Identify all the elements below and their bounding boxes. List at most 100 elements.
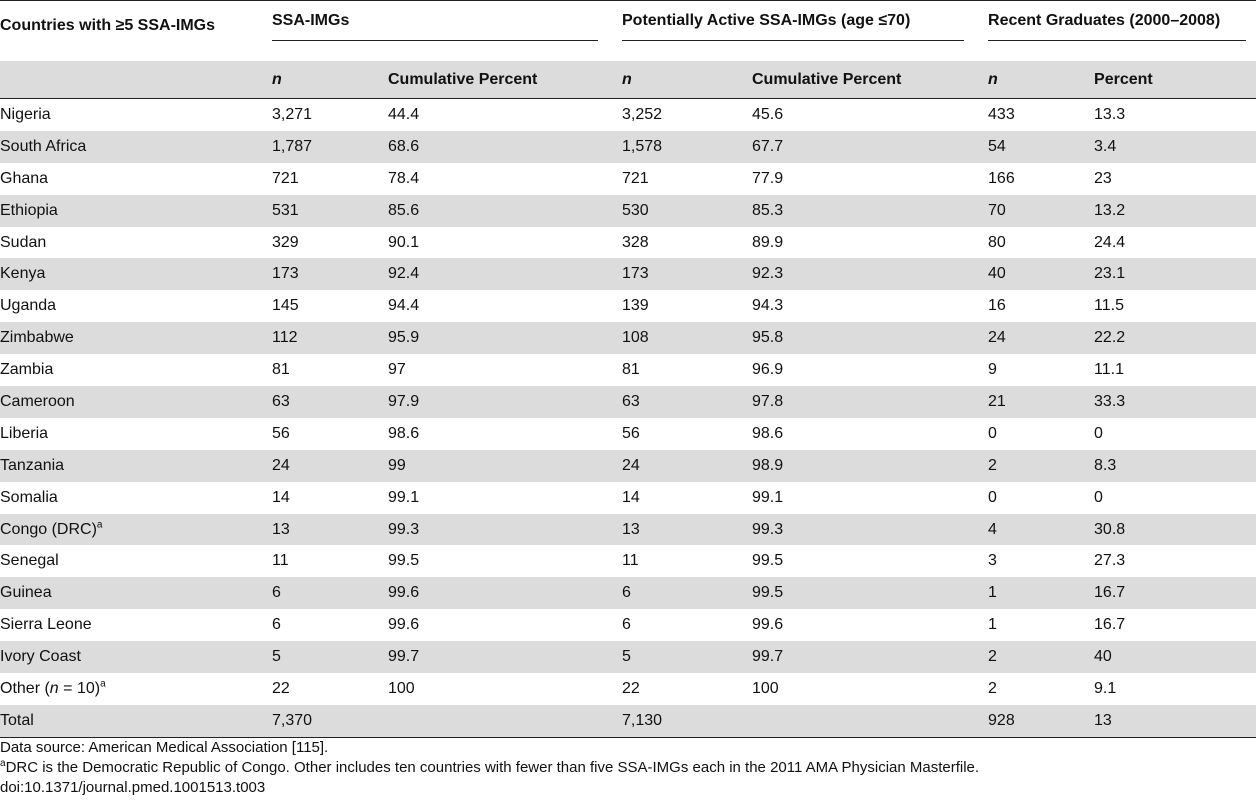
cell-total-n3: 928 xyxy=(978,704,1093,738)
cell-cum1: 99.6 xyxy=(386,577,612,610)
country-name: Ivory Coast xyxy=(0,648,81,666)
cell-cum2: 77.9 xyxy=(752,169,784,187)
subheader-n1: n xyxy=(262,61,386,99)
cell-cum2: 96.9 xyxy=(752,361,784,379)
cell-pct3: 16.7 xyxy=(1094,616,1126,634)
cell-cum1: 90.1 xyxy=(388,233,420,251)
country-name: Liberia xyxy=(0,424,49,442)
cell-n2: 1,578 xyxy=(612,130,750,163)
cell-n1: 22 xyxy=(272,679,290,697)
cell-n2: 6 xyxy=(612,577,750,610)
header-ssa-imgs-label: SSA-IMGs xyxy=(272,12,598,41)
cell-pct3: 9.1 xyxy=(1094,679,1117,697)
table-row: Uganda 145 94.4 139 94.3 16 11.5 xyxy=(0,290,1256,322)
table-footer: Data source: American Medical Associatio… xyxy=(0,738,1256,798)
cell-n2: 328 xyxy=(622,233,649,251)
cell-pct3: 13.2 xyxy=(1092,194,1256,227)
cell-total-n2: 7,130 xyxy=(612,704,750,738)
cell-n1: 13 xyxy=(262,513,386,546)
cell-pct3: 40 xyxy=(1092,641,1256,674)
table-row: Other (n = 10)a 22 100 22 100 2 9.1 xyxy=(0,673,1256,705)
cell-n3: 16 xyxy=(988,297,1006,315)
cell-country: Uganda xyxy=(0,290,262,322)
cell-country: Ethiopia xyxy=(0,194,262,227)
cell-n3: 24 xyxy=(978,322,1093,355)
table-row: Ethiopia 531 85.6 530 85.3 70 13.2 xyxy=(0,194,1256,227)
cell-country: Total xyxy=(0,704,262,738)
cell-pct3: 23.1 xyxy=(1092,258,1256,291)
cell-n2: 81 xyxy=(622,361,640,379)
cell-cum1: 94.4 xyxy=(388,297,420,315)
cell-n1: 112 xyxy=(262,322,386,355)
cell-n3: 0 xyxy=(988,424,997,442)
table-row: Nigeria 3,271 44.4 3,252 45.6 433 13.3 xyxy=(0,99,1256,131)
cell-pct3: 16.7 xyxy=(1092,577,1256,610)
cell-cum2: 89.9 xyxy=(752,233,784,251)
cell-cum1: 100 xyxy=(388,679,415,697)
table-header: Countries with ≥5 SSA-IMGs SSA-IMGs Pote… xyxy=(0,0,1256,99)
cell-n1: 63 xyxy=(262,386,386,418)
cell-n3: 0 xyxy=(988,488,997,506)
cell-n3: 3 xyxy=(988,552,997,570)
table-row: Liberia 56 98.6 56 98.6 0 0 xyxy=(0,418,1256,450)
cell-country: Tanzania xyxy=(0,449,262,482)
cell-total-pct3: 13 xyxy=(1092,704,1256,738)
cell-pct3: 13.3 xyxy=(1094,105,1126,123)
footnote-marker: a xyxy=(96,519,103,531)
cell-n1: 56 xyxy=(272,424,290,442)
cell-pct3: 11.5 xyxy=(1094,297,1124,315)
cell-pct3: 8.3 xyxy=(1092,449,1256,482)
country-name: Uganda xyxy=(0,297,57,315)
cell-country: South Africa xyxy=(0,130,262,163)
cell-cum1: 98.6 xyxy=(388,424,420,442)
cell-n3: 4 xyxy=(978,513,1093,546)
cell-country: Sudan xyxy=(0,227,262,259)
country-name: Zambia xyxy=(0,361,54,379)
country-name: Cameroon xyxy=(0,392,75,410)
table-row: Cameroon 63 97.9 63 97.8 21 33.3 xyxy=(0,386,1256,418)
country-name: Senegal xyxy=(0,552,59,570)
cell-cum2: 99.3 xyxy=(750,513,979,546)
cell-n1: 531 xyxy=(262,194,386,227)
cell-country: Zimbabwe xyxy=(0,322,262,355)
cell-country: Somalia xyxy=(0,482,262,514)
country-name: South Africa xyxy=(0,137,87,155)
cell-country: Sierra Leone xyxy=(0,609,262,641)
cell-total-cum1 xyxy=(386,704,612,738)
cell-n2: 14 xyxy=(622,488,640,506)
table-row: Congo (DRC)a 13 99.3 13 99.3 4 30.8 xyxy=(0,513,1256,546)
data-table: Countries with ≥5 SSA-IMGs SSA-IMGs Pote… xyxy=(0,0,1256,738)
cell-country: Kenya xyxy=(0,258,262,291)
cell-cum2: 85.3 xyxy=(750,194,979,227)
cell-country: Guinea xyxy=(0,577,262,610)
cell-pct3: 27.3 xyxy=(1094,552,1126,570)
header-ssa-imgs: SSA-IMGs xyxy=(262,0,612,61)
subheader-pct3: Percent xyxy=(1092,61,1256,99)
footer-note-text: DRC is the Democratic Republic of Congo.… xyxy=(5,759,980,776)
cell-n2: 3,252 xyxy=(622,105,663,123)
cell-n2: 5 xyxy=(612,641,750,674)
cell-cum1: 99.7 xyxy=(386,641,612,674)
cell-n2: 11 xyxy=(622,552,639,570)
cell-n3: 9 xyxy=(988,361,997,379)
cell-cum2: 94.3 xyxy=(752,297,784,315)
cell-n3: 40 xyxy=(978,258,1093,291)
subheader-n2: n xyxy=(612,61,750,99)
country-name: Congo (DRC) xyxy=(0,520,97,538)
cell-pct3: 23 xyxy=(1094,169,1112,187)
cell-country: Ivory Coast xyxy=(0,641,262,674)
cell-n1: 329 xyxy=(272,233,299,251)
cell-n2: 6 xyxy=(622,616,631,634)
header-countries: Countries with ≥5 SSA-IMGs xyxy=(0,0,262,61)
cell-n2: 530 xyxy=(612,194,750,227)
cell-country: Nigeria xyxy=(0,99,262,131)
cell-n2: 56 xyxy=(622,424,640,442)
cell-n1: 5 xyxy=(262,641,386,674)
cell-cum1: 97 xyxy=(388,361,406,379)
cell-cum2: 92.3 xyxy=(750,258,979,291)
cell-n3: 2 xyxy=(978,449,1093,482)
footer-doi: doi:10.1371/journal.pmed.1001513.t003 xyxy=(0,779,266,796)
country-tail: = 10) xyxy=(58,679,101,697)
cell-n2: 63 xyxy=(612,386,750,418)
footer-source: Data source: American Medical Associatio… xyxy=(0,739,329,756)
